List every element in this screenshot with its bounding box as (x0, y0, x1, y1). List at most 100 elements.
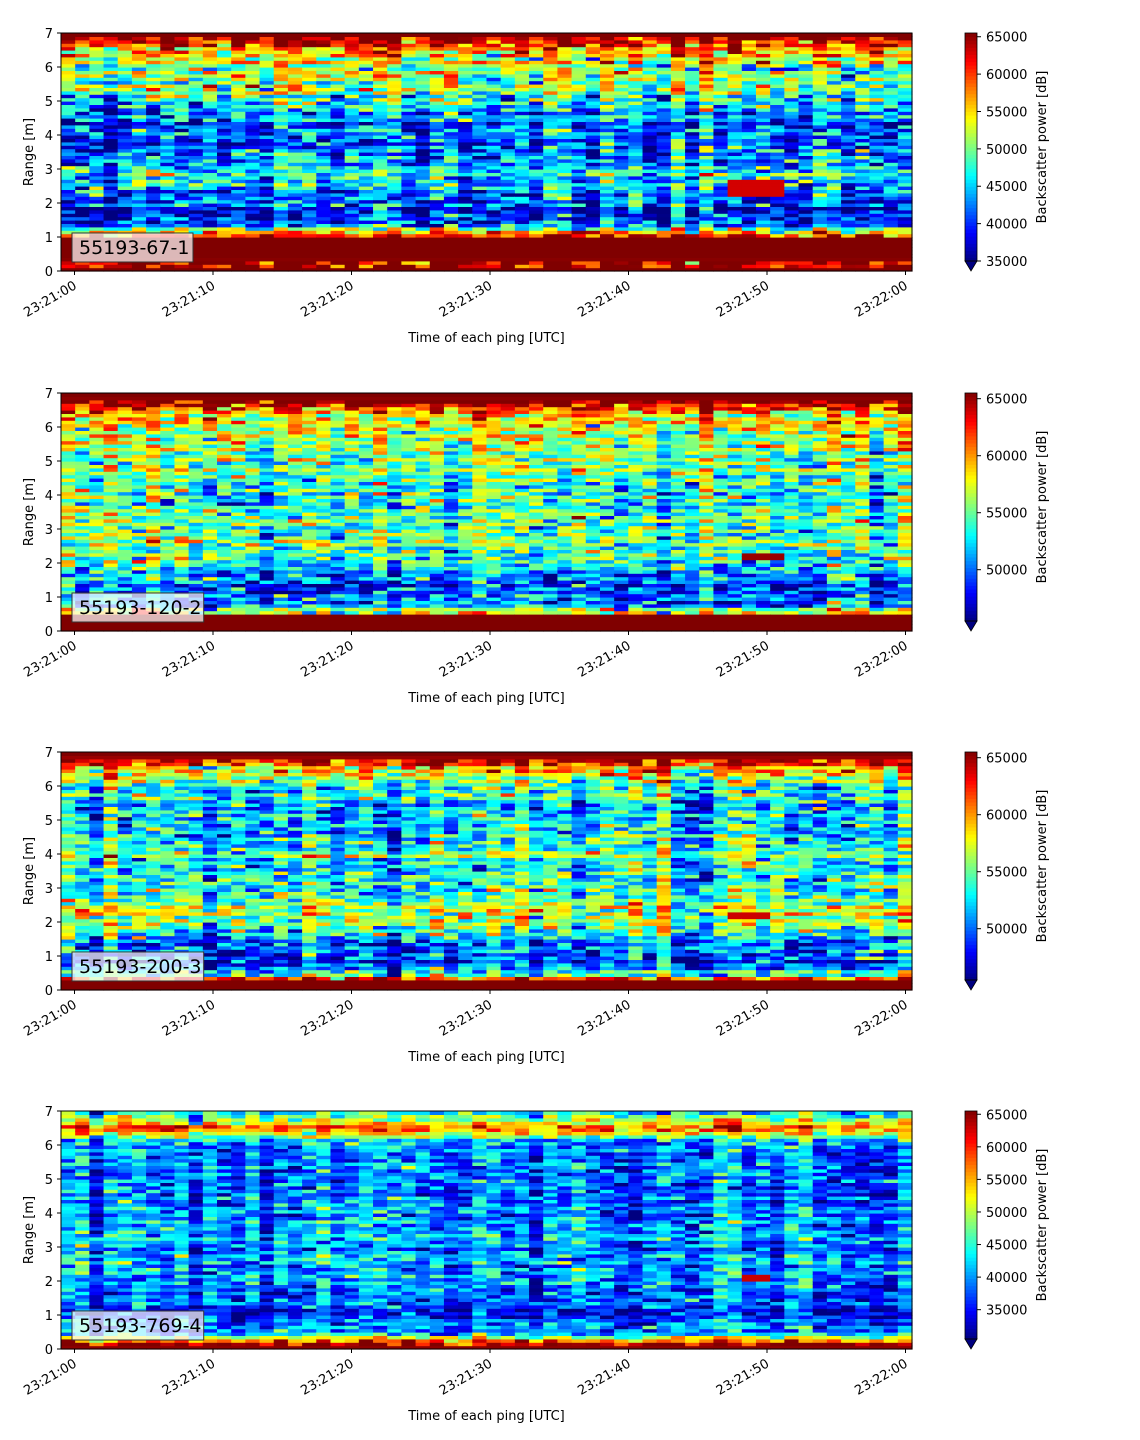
heatmap-cell (104, 488, 119, 492)
heatmap-cell (401, 193, 416, 197)
heatmap-cell (572, 227, 587, 231)
heatmap-cell (515, 176, 530, 180)
heatmap-cell (586, 183, 601, 187)
heatmap-cell (543, 234, 558, 238)
heatmap-cell (373, 193, 388, 197)
heatmap-cell (330, 132, 345, 136)
heatmap-cell (756, 166, 771, 170)
heatmap-cell (330, 142, 345, 146)
heatmap-cell (146, 176, 161, 180)
heatmap-cell (189, 505, 204, 509)
heatmap-cell (827, 166, 842, 170)
heatmap-cell (685, 132, 700, 136)
heatmap-cell (543, 210, 558, 214)
heatmap-cell (330, 166, 345, 170)
heatmap-cell (855, 234, 870, 238)
heatmap-cell (728, 33, 743, 37)
heatmap-cell (472, 234, 487, 238)
heatmap-cell (827, 33, 842, 37)
heatmap-cell (572, 142, 587, 146)
heatmap-cell (174, 132, 189, 136)
heatmap-cell (260, 210, 275, 214)
heatmap-cell (742, 210, 757, 214)
heatmap-cell (699, 132, 714, 136)
heatmap-cell (401, 159, 416, 163)
heatmap-cell (472, 33, 487, 37)
heatmap-cell (118, 183, 133, 187)
heatmap-cell (586, 244, 601, 248)
heatmap-cell (189, 488, 204, 492)
heatmap-cell (884, 176, 899, 180)
heatmap-cell (203, 142, 218, 146)
heatmap-cell (132, 193, 147, 197)
heatmap-cell (586, 176, 601, 180)
heatmap-cell (345, 176, 360, 180)
heatmap-cell (174, 210, 189, 214)
heatmap-cell (260, 227, 275, 231)
heatmap-cell (75, 264, 90, 268)
heatmap-cell (89, 403, 104, 407)
heatmap-cell (884, 33, 899, 37)
heatmap-cell (89, 505, 104, 509)
heatmap-cell (756, 193, 771, 197)
heatmap-cell (472, 227, 487, 231)
heatmap-cell (898, 234, 913, 238)
heatmap-cell (118, 193, 133, 197)
heatmap-cell (458, 251, 473, 255)
heatmap-cell (330, 159, 345, 163)
heatmap-cell (472, 149, 487, 153)
heatmap-cell (430, 183, 445, 187)
colorbar-segment (965, 151, 977, 155)
heatmap-cell (387, 217, 402, 221)
heatmap-cell (713, 251, 728, 255)
colorbar-segment (965, 111, 977, 115)
heatmap-cell (430, 244, 445, 248)
colorbar-segment (965, 37, 977, 41)
heatmap-cell (855, 193, 870, 197)
heatmap-cell (160, 488, 175, 492)
heatmap-cell (458, 244, 473, 248)
heatmap-cell (132, 33, 147, 37)
heatmap-cell (260, 193, 275, 197)
heatmap-cell (557, 264, 572, 268)
heatmap-cell (728, 217, 743, 221)
colorbar-tick-label: 60000 (986, 68, 1027, 83)
heatmap-cell (430, 132, 445, 136)
heatmap-cell (160, 132, 175, 136)
heatmap-cell (104, 159, 119, 163)
heatmap-cell (316, 210, 331, 214)
heatmap-cell (330, 217, 345, 221)
heatmap-cell (487, 234, 502, 238)
heatmap-cell (345, 227, 360, 231)
heatmap-cell (487, 227, 502, 231)
heatmap-cell (799, 159, 814, 163)
heatmap-cell (699, 200, 714, 204)
x-tick-label: 23:21:30 (437, 278, 495, 320)
heatmap-cell (387, 176, 402, 180)
heatmap-cell (231, 251, 246, 255)
heatmap-cell (245, 159, 260, 163)
heatmap-cell (189, 132, 204, 136)
heatmap-cell (869, 244, 884, 248)
heatmap-cell (104, 420, 119, 424)
heatmap-cell (330, 227, 345, 231)
heatmap-cell (61, 166, 76, 170)
heatmap-cell (203, 132, 218, 136)
colorbar-segment (965, 129, 977, 133)
heatmap-cell (345, 132, 360, 136)
heatmap-cell (884, 200, 899, 204)
heatmap-cell (146, 393, 161, 397)
heatmap-cell (345, 159, 360, 163)
colorbar-tick-label: 45000 (986, 180, 1027, 195)
heatmap-cell (728, 234, 743, 238)
heatmap-cell (189, 159, 204, 163)
heatmap-cell (89, 166, 104, 170)
heatmap-cell (118, 166, 133, 170)
heatmap-cell (699, 264, 714, 268)
heatmap-cell (784, 193, 799, 197)
heatmap-cell (245, 251, 260, 255)
heatmap-cell (401, 33, 416, 37)
heatmap-cell (174, 420, 189, 424)
heatmap-cell (898, 183, 913, 187)
heatmap-cell (756, 176, 771, 180)
